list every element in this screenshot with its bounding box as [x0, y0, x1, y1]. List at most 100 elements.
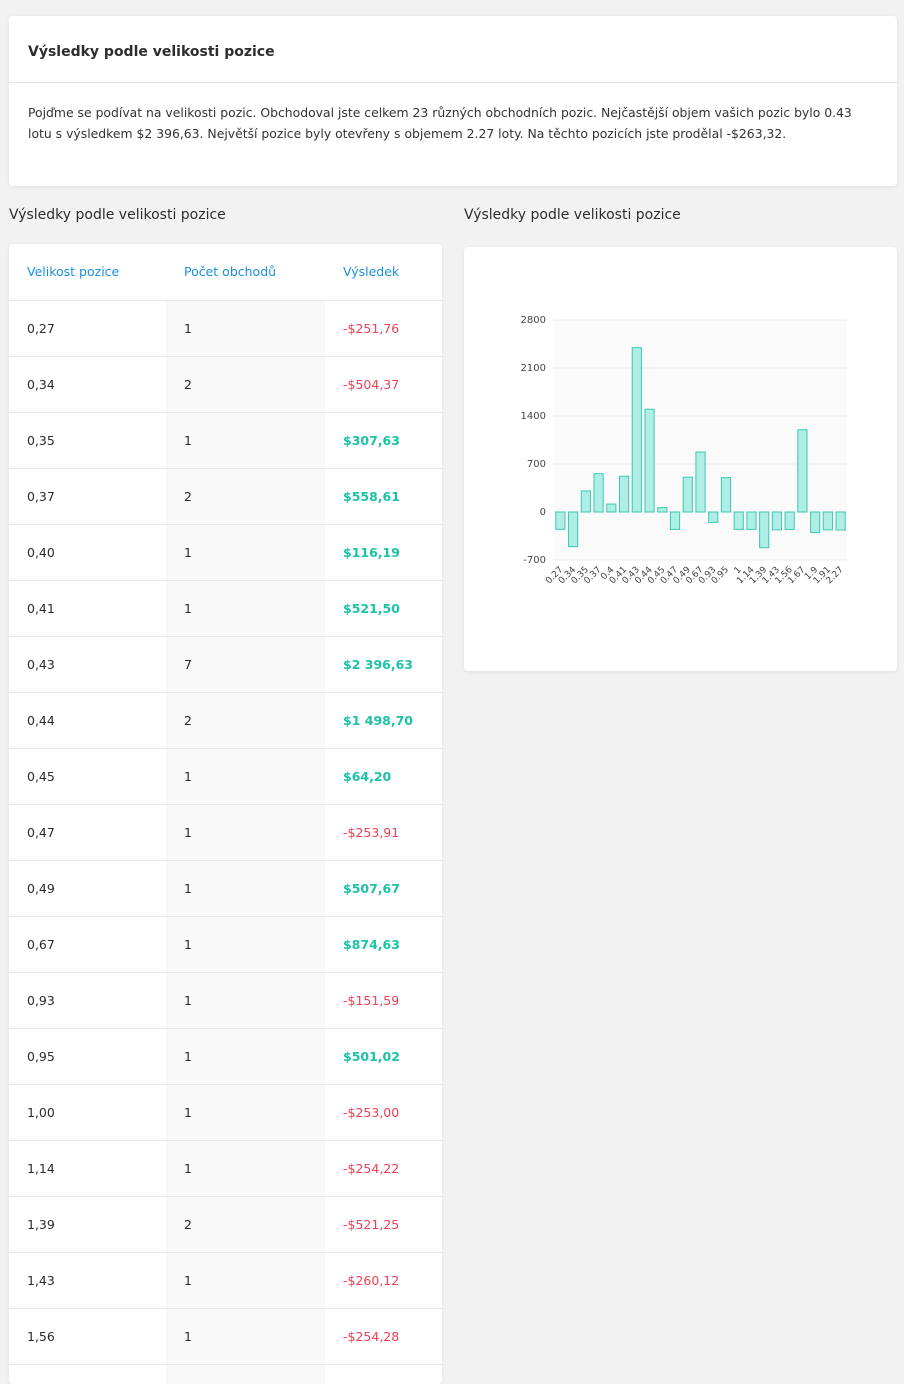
cell-position-size: 1,39: [9, 1196, 166, 1253]
x-tick-label: 1: [733, 565, 744, 576]
table-row: 0,43 7 $2 396,63: [9, 636, 442, 693]
bar[interactable]: [593, 473, 604, 513]
results-table: Velikost pozice Počet obchodů Výsledek 0…: [9, 244, 442, 1384]
bar[interactable]: [720, 477, 732, 513]
table-section-title: Výsledky podle velikosti pozice: [9, 207, 226, 223]
bar[interactable]: [657, 507, 668, 513]
cell-position-size: 1,14: [9, 1140, 166, 1197]
chart-section-title: Výsledky podle velikosti pozice: [464, 207, 681, 223]
cell-trade-count: 1: [166, 972, 325, 1029]
bar[interactable]: [746, 511, 757, 530]
bar[interactable]: [822, 511, 833, 531]
table-row: [9, 1364, 442, 1384]
header-position-size[interactable]: Velikost pozice: [9, 244, 166, 301]
cell-trade-count: 1: [166, 1140, 325, 1197]
cell-result: $64,20: [325, 748, 442, 805]
cell-position-size: 0,37: [9, 468, 166, 525]
bar[interactable]: [682, 476, 693, 513]
table-row: 1,00 1 -$253,00: [9, 1084, 442, 1141]
cell-position-size: 0,95: [9, 1028, 166, 1085]
cell-result: -$253,91: [325, 804, 442, 861]
bar[interactable]: [580, 490, 591, 513]
cell-position-size: 0,45: [9, 748, 166, 805]
header-result[interactable]: Výsledek: [325, 244, 442, 301]
y-tick-label: 700: [527, 459, 546, 470]
table-row: 0,27 1 -$251,76: [9, 300, 442, 357]
cell-trade-count: 1: [166, 300, 325, 357]
bar[interactable]: [695, 451, 706, 513]
cell-trade-count: 1: [166, 748, 325, 805]
bar[interactable]: [644, 408, 655, 513]
cell-result: -$254,28: [325, 1308, 442, 1365]
bar[interactable]: [784, 511, 795, 530]
bar[interactable]: [669, 511, 681, 530]
cell-result: $307,63: [325, 412, 442, 469]
cell-trade-count: 1: [166, 804, 325, 861]
header-trade-count[interactable]: Počet obchodů: [166, 244, 325, 301]
bar[interactable]: [606, 503, 617, 513]
y-tick-label: -700: [523, 555, 546, 566]
bar[interactable]: [733, 511, 744, 530]
bar[interactable]: [835, 511, 846, 531]
cell-trade-count: 1: [166, 1084, 325, 1141]
table-row: 0,93 1 -$151,59: [9, 972, 442, 1029]
cell-trade-count: 7: [166, 636, 325, 693]
bar[interactable]: [759, 511, 770, 549]
cell-result: $521,50: [325, 580, 442, 637]
summary-title: Výsledky podle velikosti pozice: [9, 16, 897, 83]
table-header-row: Velikost pozice Počet obchodů Výsledek: [9, 244, 442, 301]
cell-position-size: 0,49: [9, 860, 166, 917]
cell-result: -$260,12: [325, 1252, 442, 1309]
cell-result: $2 396,63: [325, 636, 442, 693]
results-table-card: Velikost pozice Počet obchodů Výsledek 0…: [9, 244, 442, 1384]
table-row: 0,34 2 -$504,37: [9, 356, 442, 413]
bar[interactable]: [568, 511, 579, 548]
chart-card: 2800 2100 1400 700 0 -700 0.27 0.34 0.35 0.37 0.4 0…: [464, 247, 897, 671]
bar[interactable]: [810, 511, 821, 534]
table-row: 0,37 2 $558,61: [9, 468, 442, 525]
cell-position-size: 1,00: [9, 1084, 166, 1141]
cell-position-size: 0,93: [9, 972, 166, 1029]
table-row: 0,41 1 $521,50: [9, 580, 442, 637]
cell-result: $1 498,70: [325, 692, 442, 749]
bar[interactable]: [631, 347, 642, 513]
table-row: 0,67 1 $874,63: [9, 916, 442, 973]
cell-result: $501,02: [325, 1028, 442, 1085]
cell-trade-count: 2: [166, 1196, 325, 1253]
bar[interactable]: [797, 429, 808, 513]
cell-result: -$253,00: [325, 1084, 442, 1141]
table-row: 1,14 1 -$254,22: [9, 1140, 442, 1197]
table-row: 0,45 1 $64,20: [9, 748, 442, 805]
cell-result: -$251,76: [325, 300, 442, 357]
table-row: 0,47 1 -$253,91: [9, 804, 442, 861]
cell-trade-count: 1: [166, 1308, 325, 1365]
cell-result: [325, 1364, 442, 1384]
summary-card: Výsledky podle velikosti pozice Pojďme s…: [9, 16, 897, 186]
bar[interactable]: [708, 511, 719, 523]
table-row: 0,44 2 $1 498,70: [9, 692, 442, 749]
cell-trade-count: 1: [166, 412, 325, 469]
cell-position-size: 0,40: [9, 524, 166, 581]
cell-trade-count: 1: [166, 580, 325, 637]
cell-trade-count: 2: [166, 356, 325, 413]
cell-position-size: 0,47: [9, 804, 166, 861]
results-bar-chart: 2800210014007000-7000.270.340.350.370.40…: [521, 315, 847, 586]
cell-position-size: 0,43: [9, 636, 166, 693]
cell-trade-count: [166, 1364, 325, 1384]
cell-result: $116,19: [325, 524, 442, 581]
cell-trade-count: 1: [166, 524, 325, 581]
cell-result: -$504,37: [325, 356, 442, 413]
cell-position-size: [9, 1364, 166, 1384]
bar[interactable]: [555, 511, 566, 530]
table-row: 0,35 1 $307,63: [9, 412, 442, 469]
cell-result: -$151,59: [325, 972, 442, 1029]
cell-trade-count: 1: [166, 1252, 325, 1309]
cell-position-size: 0,34: [9, 356, 166, 413]
cell-position-size: 0,67: [9, 916, 166, 973]
bar[interactable]: [771, 511, 783, 531]
cell-position-size: 0,27: [9, 300, 166, 357]
table-row: 1,43 1 -$260,12: [9, 1252, 442, 1309]
bar[interactable]: [618, 475, 630, 513]
cell-trade-count: 1: [166, 916, 325, 973]
cell-result: $507,67: [325, 860, 442, 917]
